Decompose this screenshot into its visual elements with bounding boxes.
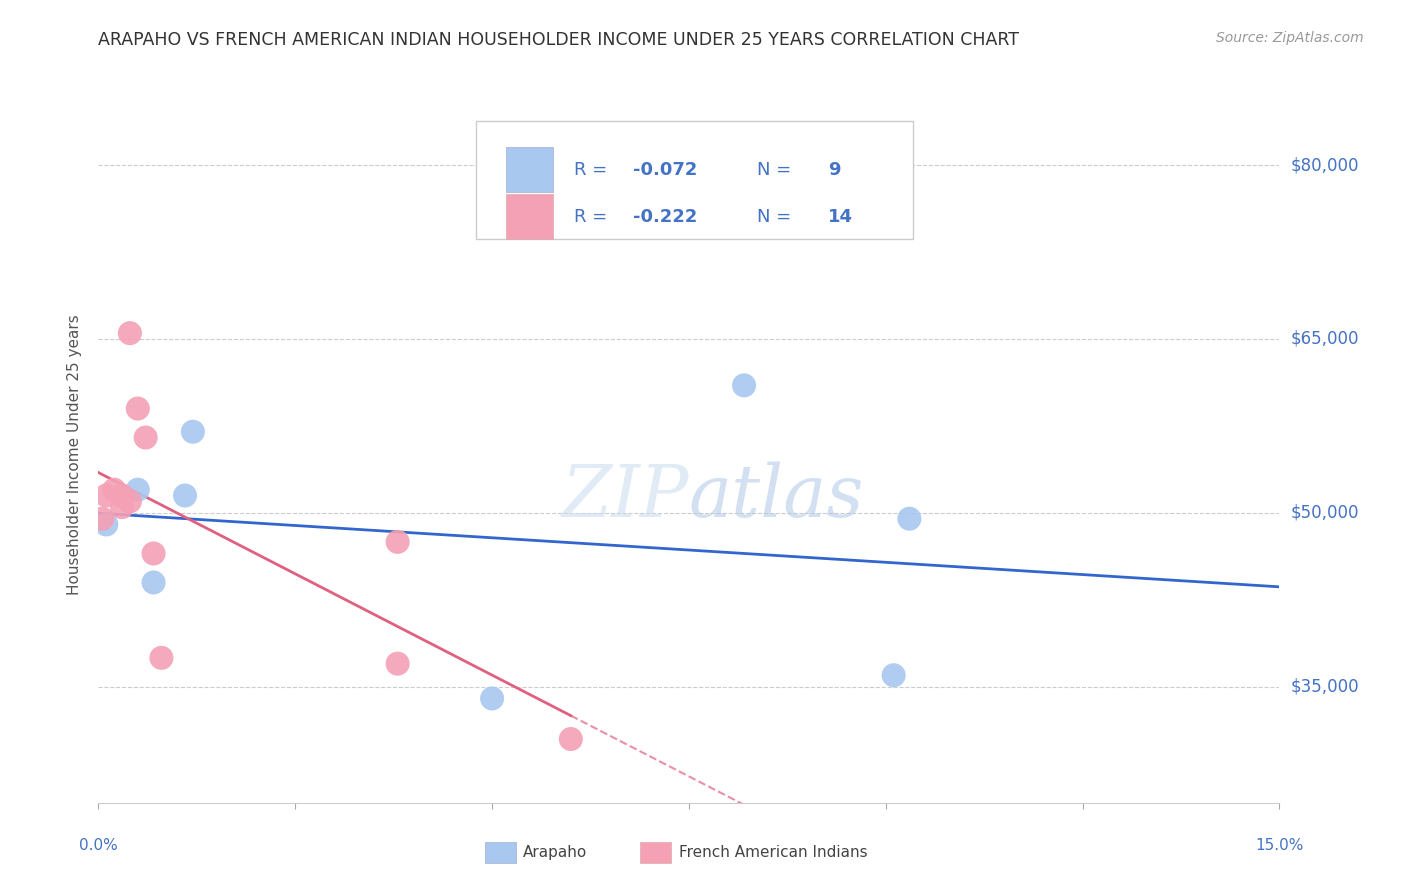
Point — [96, 489, 118, 503]
Text: 15.0%: 15.0% — [1256, 838, 1303, 853]
Text: Source: ZipAtlas.com: Source: ZipAtlas.com — [1216, 31, 1364, 45]
Text: ARAPAHO VS FRENCH AMERICAN INDIAN HOUSEHOLDER INCOME UNDER 25 YEARS CORRELATION : ARAPAHO VS FRENCH AMERICAN INDIAN HOUSEH… — [98, 31, 1019, 49]
Point — [898, 511, 921, 525]
Point — [103, 483, 125, 497]
Text: $65,000: $65,000 — [1291, 330, 1360, 348]
Text: N =: N = — [758, 161, 797, 178]
Point — [142, 575, 165, 590]
Text: atlas: atlas — [689, 461, 865, 532]
Text: N =: N = — [758, 208, 797, 226]
Point — [111, 489, 134, 503]
Text: -0.222: -0.222 — [634, 208, 697, 226]
Point — [91, 511, 114, 525]
Point — [481, 691, 503, 706]
Text: $50,000: $50,000 — [1291, 504, 1360, 522]
Point — [883, 668, 905, 682]
FancyBboxPatch shape — [506, 194, 553, 239]
Text: 0.0%: 0.0% — [79, 838, 118, 853]
Point — [142, 546, 165, 561]
Text: -0.072: -0.072 — [634, 161, 697, 178]
Text: French American Indians: French American Indians — [679, 846, 868, 860]
Text: R =: R = — [575, 161, 613, 178]
Point — [118, 326, 141, 341]
Text: $35,000: $35,000 — [1291, 678, 1360, 696]
FancyBboxPatch shape — [506, 147, 553, 193]
Point — [387, 534, 409, 549]
Point — [387, 657, 409, 671]
Point — [733, 378, 755, 392]
Text: 9: 9 — [828, 161, 841, 178]
Point — [150, 651, 173, 665]
Point — [174, 489, 197, 503]
Text: 14: 14 — [828, 208, 853, 226]
Point — [181, 425, 204, 439]
Point — [560, 731, 582, 746]
Y-axis label: Householder Income Under 25 years: Householder Income Under 25 years — [67, 315, 83, 595]
Point — [127, 483, 149, 497]
Text: ZIP: ZIP — [561, 461, 689, 532]
Point — [135, 431, 157, 445]
Point — [96, 517, 118, 532]
Text: Arapaho: Arapaho — [523, 846, 588, 860]
Text: $80,000: $80,000 — [1291, 156, 1360, 174]
Point — [118, 494, 141, 508]
Text: R =: R = — [575, 208, 613, 226]
Point — [127, 401, 149, 416]
Point — [111, 500, 134, 514]
FancyBboxPatch shape — [477, 121, 914, 239]
